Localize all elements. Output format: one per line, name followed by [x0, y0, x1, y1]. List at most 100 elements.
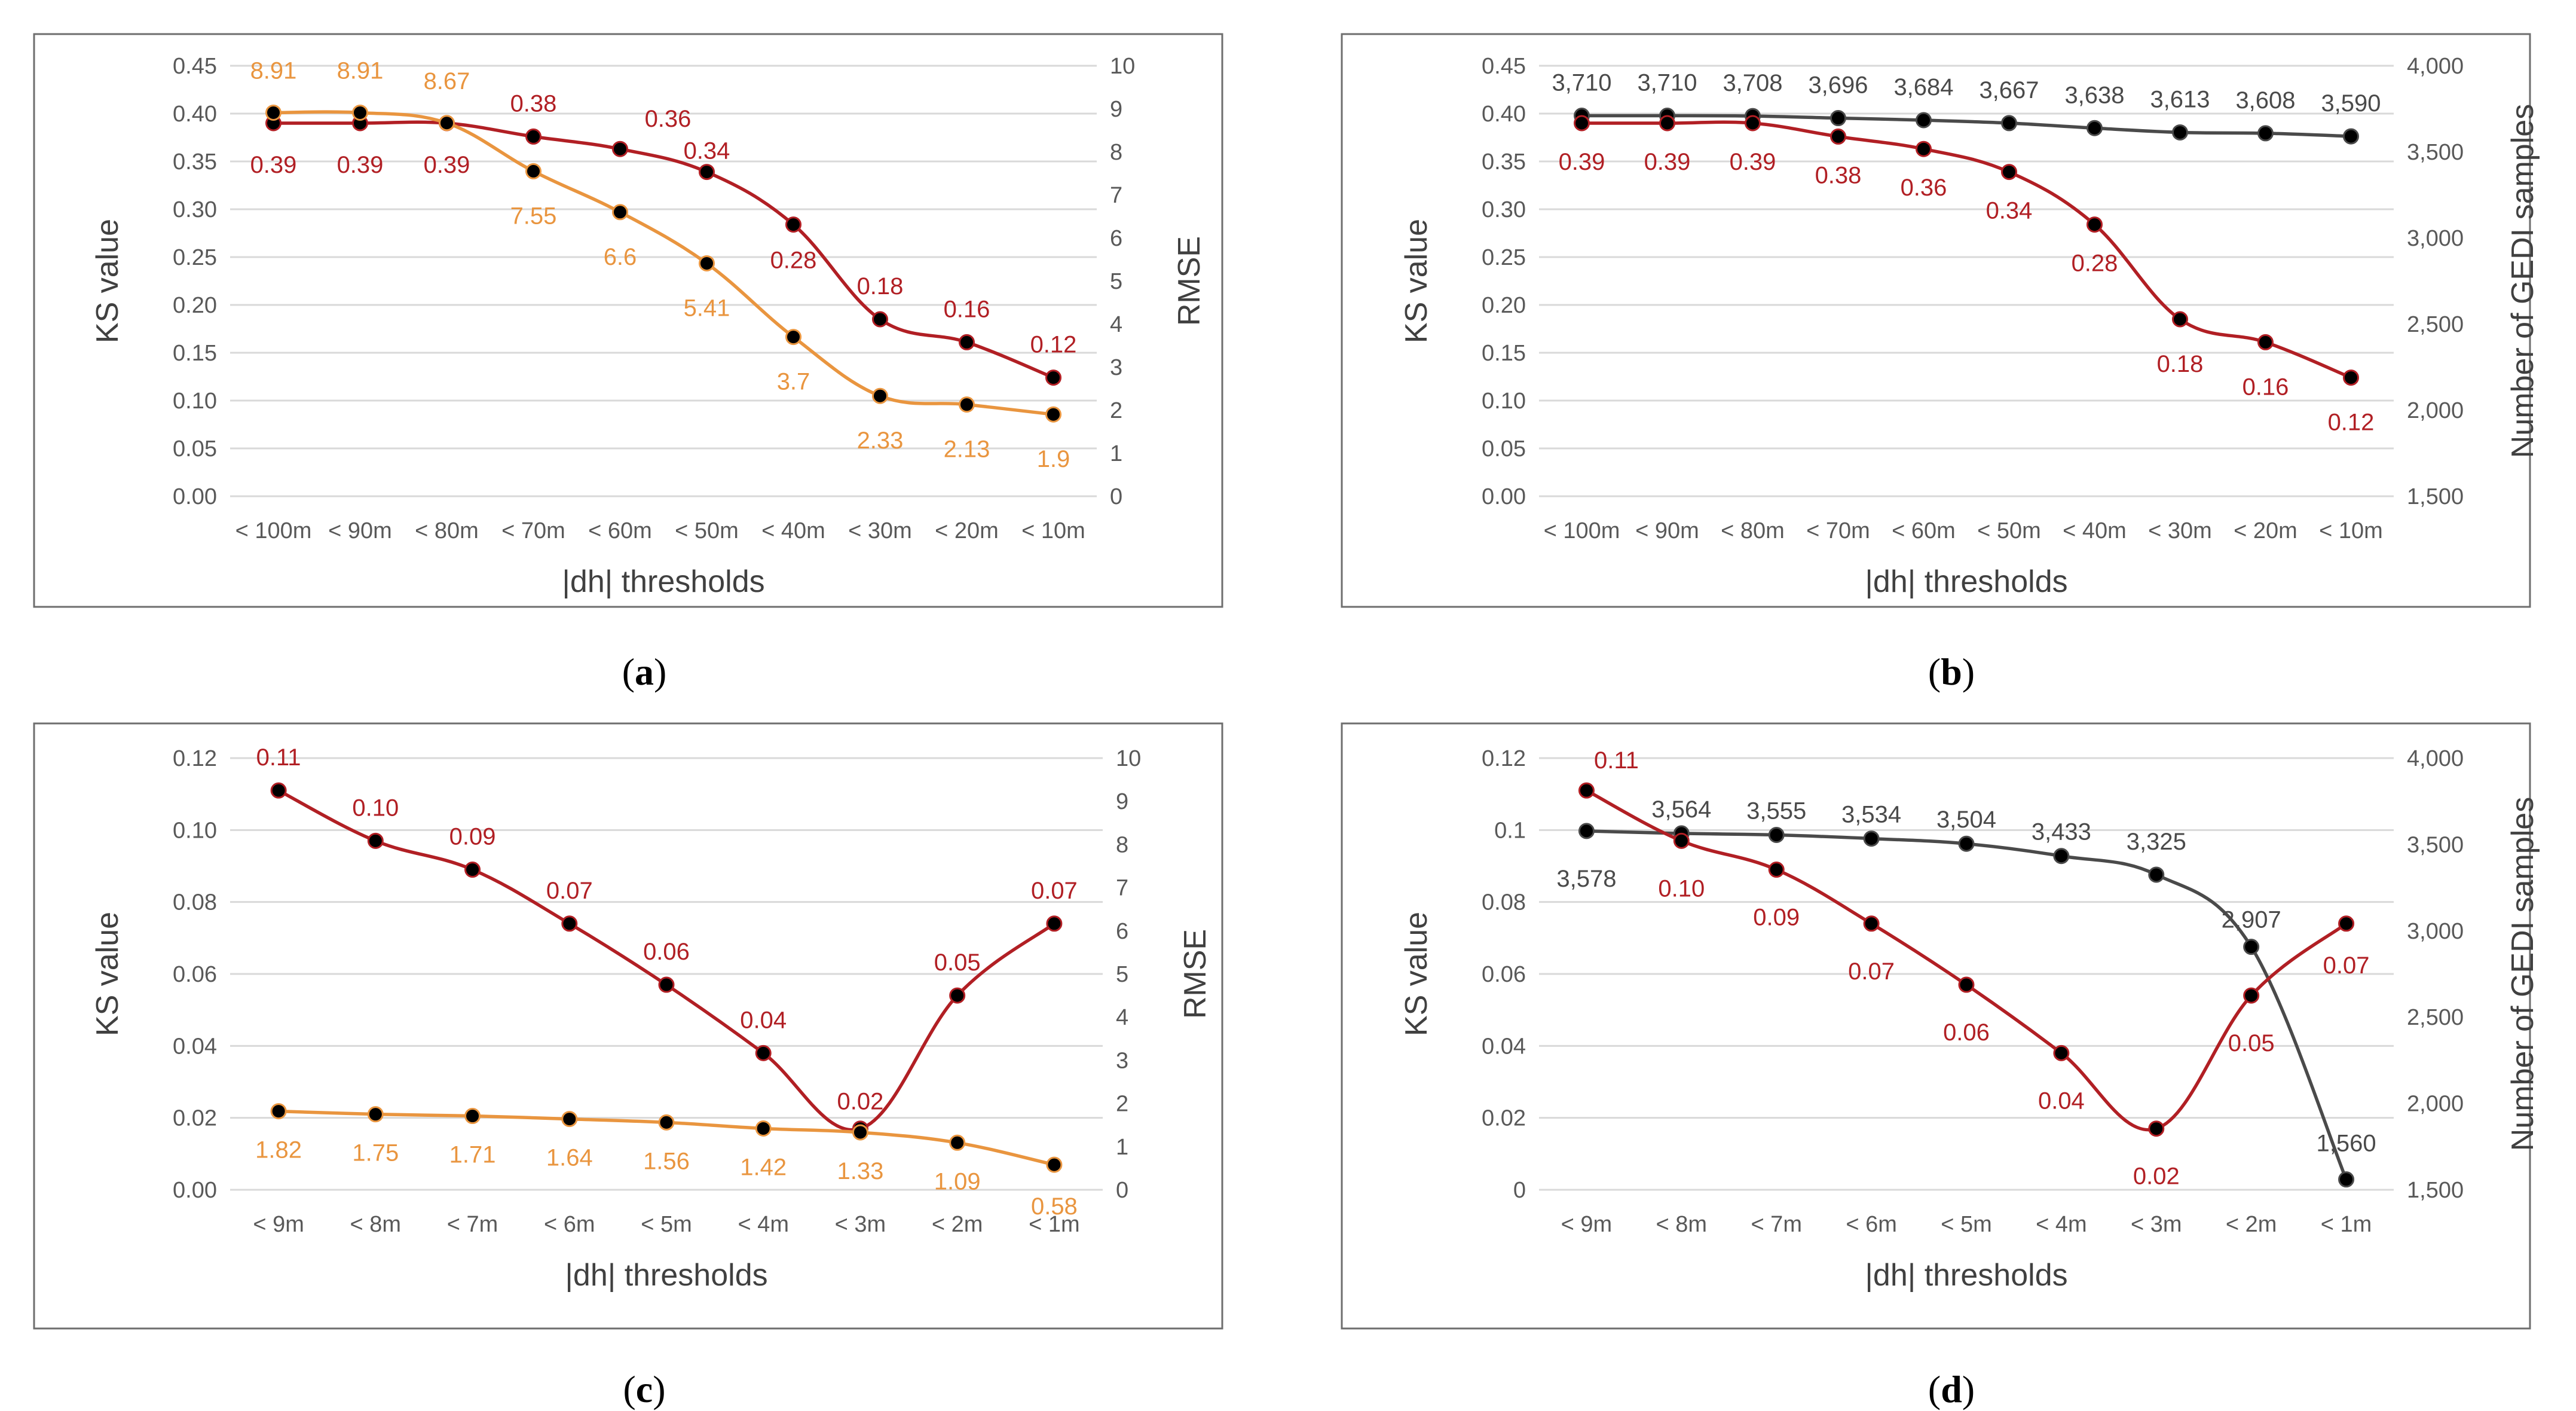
y-left-tick-label: 0.12	[1482, 746, 1526, 771]
x-tick-label: < 80m	[1721, 518, 1785, 543]
data-point	[658, 976, 675, 993]
data-point	[1046, 1156, 1063, 1173]
y-right-tick-label: 2	[1116, 1092, 1128, 1117]
x-tick-label: < 5m	[641, 1212, 692, 1237]
data-point	[2148, 866, 2165, 883]
x-tick-label: < 7m	[1751, 1212, 1802, 1237]
x-tick-label: < 7m	[447, 1212, 498, 1237]
y-right-tick-label: 6	[1110, 226, 1122, 251]
y-right-tick-label: 4,000	[2407, 746, 2464, 771]
panel-caption: (a)	[622, 650, 667, 693]
data-point	[1863, 915, 1880, 932]
data-label: 3,708	[1723, 70, 1782, 96]
x-tick-label: < 30m	[848, 518, 912, 543]
data-point	[367, 832, 384, 849]
data-label: 0.05	[2228, 1030, 2275, 1056]
y-right-tick-label: 5	[1116, 962, 1128, 987]
data-label: 5.41	[684, 295, 730, 321]
data-point	[2053, 848, 2070, 865]
data-point	[755, 1120, 772, 1137]
caption-paren: (	[1928, 1368, 1941, 1410]
data-point	[464, 1108, 481, 1125]
data-label: 3.7	[777, 369, 810, 395]
data-label: 0.07	[2323, 952, 2370, 979]
data-label: 0.39	[1730, 149, 1776, 175]
x-tick-label: < 10m	[1021, 518, 1085, 543]
y-left-tick-label: 0.15	[1482, 341, 1526, 366]
y-left-tick-label: 0.10	[1482, 389, 1526, 414]
data-point	[1830, 110, 1846, 127]
data-point	[949, 1134, 966, 1151]
data-point	[352, 104, 368, 121]
series-line-ks-value	[277, 789, 1056, 1132]
x-axis-title: |dh| thresholds	[562, 564, 764, 599]
x-tick-label: < 40m	[2063, 518, 2127, 543]
x-tick-label: < 8m	[1656, 1212, 1708, 1237]
caption-paren: )	[653, 1368, 665, 1410]
y-left-tick-label: 0.02	[1482, 1106, 1526, 1131]
y-right-tick-label: 1,500	[2407, 1178, 2464, 1203]
data-point	[2243, 987, 2260, 1004]
data-label: 0.39	[1644, 149, 1691, 175]
data-label: 0.10	[352, 795, 399, 821]
series-line-ks-value	[1586, 789, 2348, 1132]
data-label: 0.39	[1559, 149, 1605, 175]
y-right-axis-title: RMSE	[1172, 236, 1207, 326]
series-line-number-of-gedi-samples	[1581, 114, 2351, 138]
x-tick-label: < 80m	[415, 518, 479, 543]
y-left-tick-label: 0.04	[173, 1034, 217, 1059]
y-left-tick-label: 0.40	[173, 102, 217, 127]
y-left-tick-label: 0.35	[173, 149, 217, 175]
x-tick-label: < 9m	[253, 1212, 304, 1237]
data-point	[270, 782, 287, 799]
data-point	[1045, 369, 1061, 386]
y-right-tick-label: 9	[1110, 97, 1122, 122]
data-label: 3,325	[2127, 829, 2186, 855]
data-label: 0.09	[449, 824, 496, 850]
data-label: 6.6	[604, 244, 637, 270]
caption-paren: )	[1962, 650, 1975, 693]
data-label: 1.56	[643, 1148, 690, 1174]
data-label: 1,560	[2317, 1131, 2376, 1157]
panel-border	[1341, 722, 2531, 1330]
data-label: 0.58	[1031, 1193, 1078, 1220]
y-left-tick-label: 0.45	[173, 54, 217, 79]
caption-paren: (	[1928, 650, 1941, 693]
x-tick-label: < 6m	[1846, 1212, 1897, 1237]
x-tick-label: < 10m	[2319, 518, 2383, 543]
data-label: 3,613	[2150, 86, 2210, 112]
x-tick-label: < 90m	[1635, 518, 1699, 543]
data-point	[2148, 1120, 2165, 1137]
data-point	[1916, 112, 1932, 129]
data-point	[1768, 827, 1785, 844]
y-left-tick-label: 0.35	[1482, 149, 1526, 175]
y-left-tick-label: 0.20	[173, 293, 217, 318]
data-point	[2257, 125, 2274, 142]
y-left-tick-label: 0.30	[1482, 197, 1526, 222]
y-right-tick-label: 7	[1110, 183, 1122, 208]
data-label: 0.07	[546, 878, 593, 904]
data-label: 0.05	[934, 949, 981, 976]
chart-panel-a: 0.00 0.05 0.10 0.15 0.20 0.25 0.30 0.35 0.40 0.45…	[33, 33, 1223, 693]
y-left-tick-label: 0.10	[173, 818, 217, 843]
y-right-tick-label: 8	[1110, 140, 1122, 165]
data-point	[1045, 406, 1061, 423]
y-right-tick-label: 4,000	[2407, 54, 2464, 79]
y-left-tick-label: 0.00	[173, 1178, 217, 1203]
data-label: 0.38	[510, 90, 557, 117]
data-point	[1768, 862, 1785, 878]
data-point	[1745, 115, 1761, 132]
data-label: 1.33	[837, 1158, 884, 1184]
data-point	[1958, 835, 1975, 852]
data-label: 3,608	[2235, 87, 2295, 114]
x-tick-label: < 60m	[1892, 518, 1956, 543]
data-point	[1578, 823, 1595, 839]
x-tick-label: < 1m	[2321, 1212, 2372, 1237]
data-label: 0.06	[1943, 1019, 1990, 1046]
data-label: 0.36	[1901, 175, 1947, 201]
y-left-tick-label: 0.05	[173, 436, 217, 462]
data-label: 0.39	[337, 152, 384, 178]
caption-paren: (	[622, 650, 635, 693]
x-tick-label: < 50m	[1977, 518, 2041, 543]
x-tick-label: < 4m	[738, 1212, 789, 1237]
